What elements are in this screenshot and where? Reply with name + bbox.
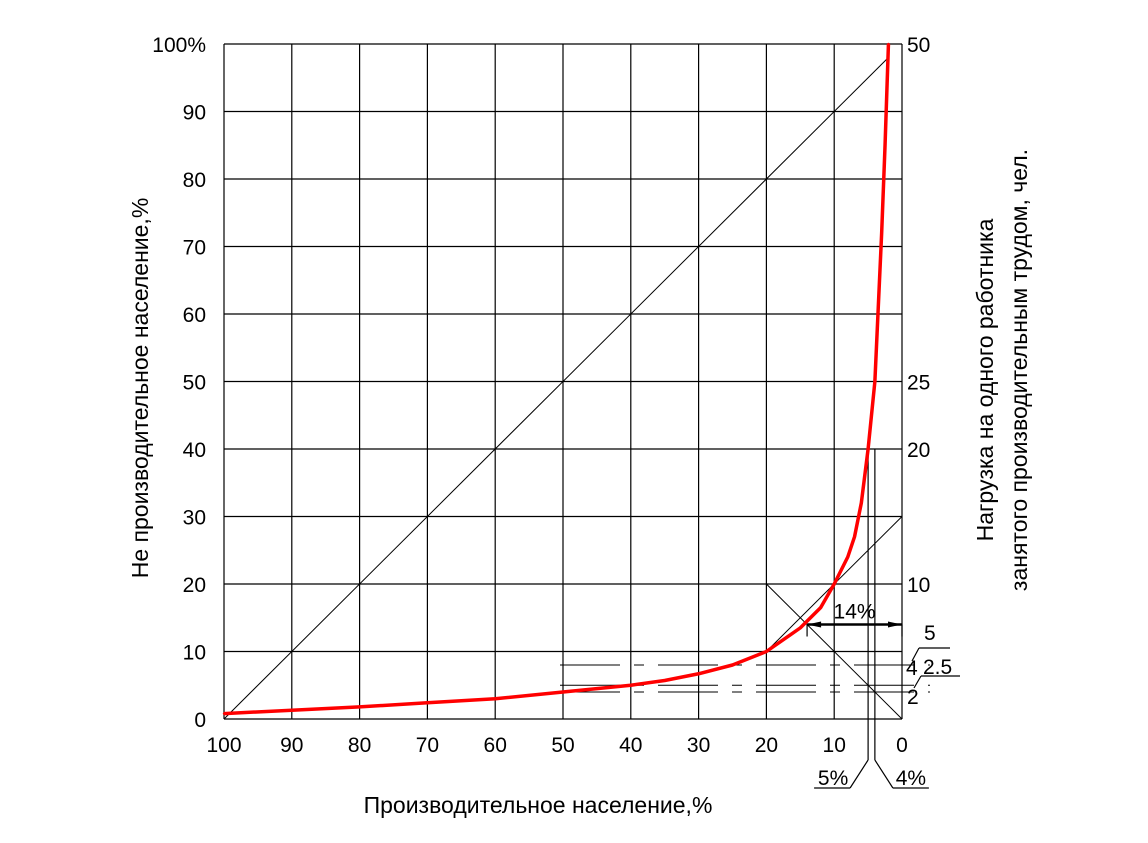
x-tick-label: 50: [551, 734, 574, 757]
red-curve: [223, 43, 891, 716]
tick-labels: 100 90 80 70 60 50 40 30 20 10 0010203040506070809…: [152, 34, 960, 757]
y-tick-label: 80: [183, 169, 206, 192]
data-point: [853, 535, 856, 538]
arrowhead: [807, 621, 822, 628]
y-tick-label: 70: [183, 237, 206, 260]
y2-tick-label: 25: [907, 372, 930, 395]
x-tick-label: 60: [484, 734, 507, 757]
percent-marker-leader: [849, 759, 869, 789]
y-axis-title: Не производительное население,%: [127, 198, 153, 579]
data-series: [222, 42, 891, 716]
x-tick-label: 70: [416, 734, 439, 757]
x-tick-label: 30: [687, 734, 710, 757]
y2-tick-label: 4: [906, 657, 918, 680]
data-point: [833, 582, 836, 586]
data-point: [765, 650, 768, 653]
y-tick-label: 40: [183, 439, 206, 462]
x-tick-label: 90: [280, 734, 303, 757]
percent-marker-label: 5%: [818, 767, 848, 790]
y2-axis-title-line2: занятого производительным трудом, чел.: [1006, 149, 1032, 591]
x-tick-label: 10: [823, 734, 846, 757]
data-point: [494, 697, 497, 700]
y-tick-label: 20: [183, 574, 206, 597]
data-point: [799, 626, 802, 630]
data-point: [697, 672, 700, 675]
y2-axis-title-line1: Нагрузка на одного работника: [972, 218, 998, 541]
data-point: [873, 380, 877, 383]
y2-tick-label: 20: [907, 439, 930, 462]
y2-tick-label: 2: [907, 686, 919, 709]
reference-line: [223, 57, 889, 720]
data-point: [561, 690, 565, 694]
y-tick-label: 30: [183, 507, 206, 530]
x-tick-label: 100: [206, 734, 241, 757]
x-axis-title: Производительное население,%: [364, 792, 713, 818]
data-point: [819, 606, 822, 609]
y-tick-label: 50: [183, 372, 206, 395]
y2-tick-label: 50: [907, 34, 930, 57]
percent-marker-leader: [874, 759, 894, 789]
data-point: [290, 709, 293, 712]
leader-line: [911, 647, 920, 662]
data-point: [222, 712, 226, 715]
arrowhead: [888, 621, 902, 628]
data-point: [358, 705, 361, 709]
y-tick-label: 100%: [152, 34, 206, 57]
data-point: [880, 231, 883, 235]
data-point: [866, 447, 870, 451]
percent-marker-label: 4%: [896, 767, 926, 790]
y-tick-label: 10: [183, 642, 206, 665]
y-tick-label: 60: [183, 304, 206, 327]
leader-line: [913, 675, 922, 689]
data-point: [663, 679, 666, 682]
x-tick-label: 0: [896, 734, 908, 757]
data-point: [887, 42, 890, 46]
x-tick-label: 80: [348, 734, 371, 757]
grid: [223, 43, 903, 720]
y2-tick-label: 5: [924, 622, 936, 645]
data-point: [860, 501, 863, 505]
y-tick-label: 0: [194, 709, 206, 732]
x-tick-label: 20: [755, 734, 778, 757]
reference-line: [766, 583, 903, 720]
y2-tick-label: 2.5: [923, 656, 952, 679]
data-point: [846, 555, 849, 559]
y2-tick-label: 10: [907, 574, 930, 597]
data-point: [731, 663, 734, 667]
annotations: 14% 5% 4%: [560, 449, 930, 790]
y-tick-label: 90: [183, 102, 206, 125]
data-point: [883, 144, 887, 147]
data-point: [426, 701, 429, 704]
x-tick-label: 40: [619, 734, 642, 757]
data-point: [629, 684, 632, 687]
dimension-label: 14%: [834, 601, 876, 624]
